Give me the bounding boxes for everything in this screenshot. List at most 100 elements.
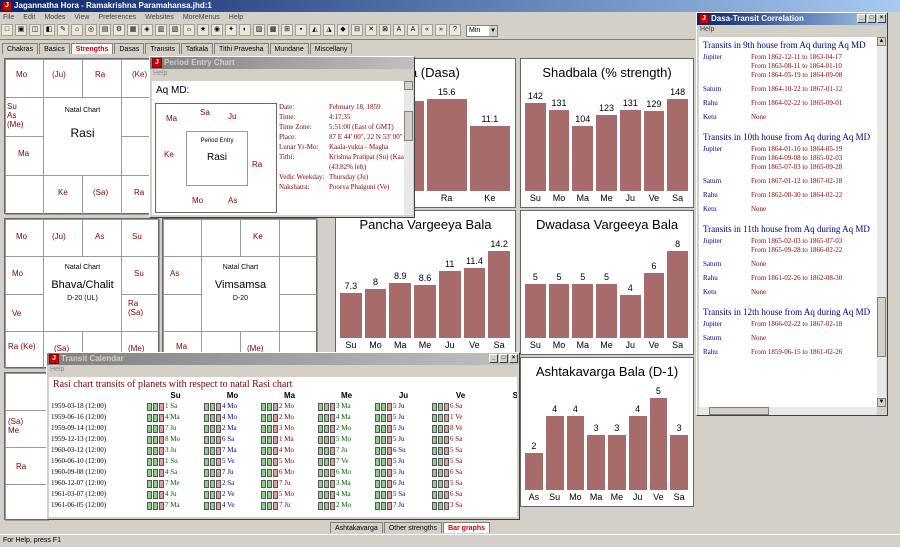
transit-title-bar[interactable]: J Transit Calendar _ □ ×: [47, 353, 519, 365]
toolbar-icon[interactable]: ▤: [99, 24, 111, 36]
toolbar-icon[interactable]: ◉: [211, 24, 223, 36]
dasa-planet: Saturn: [703, 334, 722, 342]
house-cell: Su: [121, 219, 160, 257]
menu-item-edit[interactable]: Edit: [23, 14, 36, 21]
transit-marker-icon: [159, 490, 164, 499]
transit-cell-value: 3 Ju: [165, 446, 177, 454]
toolbar-icon[interactable]: ▦: [127, 24, 139, 36]
toolbar-icon[interactable]: ⊠: [379, 24, 391, 36]
menu-item-moremenus[interactable]: MoreMenus: [182, 14, 220, 21]
toolbar-icon[interactable]: ◈: [141, 24, 153, 36]
toolbar-icon[interactable]: ▧: [169, 24, 181, 36]
tab-tithi-pravesha[interactable]: Tithi Pravesha: [214, 43, 269, 54]
toolbar-icon[interactable]: ◧: [43, 24, 55, 36]
transit-marker-icon: [324, 479, 329, 488]
toolbar-icon[interactable]: ⊞: [281, 24, 293, 36]
dasa-planet: Rahu: [703, 348, 718, 356]
close-button[interactable]: ×: [509, 354, 518, 363]
transit-cell: 6 Mo: [318, 467, 375, 478]
dasa-transit-title-bar[interactable]: J Dasa-Transit Correlation _ □ ×: [697, 13, 887, 25]
tab-miscellany[interactable]: Miscellany: [309, 43, 353, 54]
maximize-button[interactable]: □: [499, 354, 508, 363]
minimize-button[interactable]: _: [489, 354, 498, 363]
menu-item-view[interactable]: View: [74, 14, 90, 21]
toolbar-icon[interactable]: ◆: [337, 24, 349, 36]
tab-chakras[interactable]: Chakras: [2, 43, 39, 54]
dasa-transit-window[interactable]: J Dasa-Transit Correlation _ □ × Help Tran…: [696, 12, 888, 416]
tab-other-strengths[interactable]: Other strengths: [383, 522, 443, 533]
help-menu[interactable]: Help: [50, 366, 65, 373]
zoom-select[interactable]: Min ▼: [466, 25, 498, 37]
period-entry-title-bar[interactable]: J Period Entry Chart: [150, 57, 414, 69]
toolbar-icon[interactable]: A: [407, 24, 419, 36]
transit-cell-value: 5 Sa: [393, 490, 406, 498]
close-button[interactable]: ×: [877, 14, 886, 23]
period-scrollbar[interactable]: [404, 81, 413, 215]
tab-dasas[interactable]: Dasas: [114, 43, 145, 54]
transit-marker-icon: [147, 468, 152, 477]
toolbar-icon[interactable]: ◫: [29, 24, 41, 36]
toolbar-icon[interactable]: ?: [449, 24, 461, 36]
toolbar-icon[interactable]: □: [1, 24, 13, 36]
toolbar-icon[interactable]: A: [393, 24, 405, 36]
toolbar-icon[interactable]: ▥: [155, 24, 167, 36]
tab-strengths[interactable]: Strengths: [70, 43, 114, 54]
tab-bar-graphs[interactable]: Bar graphs: [443, 522, 491, 533]
dasa-vscrollbar[interactable]: ▲ ▼: [877, 37, 886, 407]
menu-item-modes[interactable]: Modes: [44, 14, 66, 21]
toolbar-icon[interactable]: «: [421, 24, 433, 36]
toolbar-icon[interactable]: ◐: [239, 24, 251, 36]
toolbar-icon[interactable]: ★: [197, 24, 209, 36]
tab-ashtakavarga[interactable]: Ashtakavarga: [330, 522, 383, 533]
transit-marker-icon: [267, 490, 272, 499]
menu-item-file[interactable]: File: [3, 14, 15, 21]
menu-item-help[interactable]: Help: [228, 14, 244, 21]
period-info-row: Vedic Weekday: Thursday (Ju): [279, 173, 404, 182]
toolbar-icon[interactable]: ◎: [85, 24, 97, 36]
toolbar-icon[interactable]: ☼: [183, 24, 195, 36]
transit-date: 1960-09-08 (12:00): [51, 468, 107, 476]
period-info-key: Time Zone:: [279, 123, 312, 131]
transit-marker-icon: [273, 424, 278, 433]
dasa-periods: From 1864-02-22 to 1865-09-01: [751, 99, 842, 108]
toolbar-icon[interactable]: ⚙: [113, 24, 125, 36]
transit-planet-header: Sa: [512, 391, 517, 400]
toolbar-icon[interactable]: ⌂: [71, 24, 83, 36]
dasa-planet: Jupiter: [703, 320, 723, 328]
toolbar-icon[interactable]: ✕: [365, 24, 377, 36]
toolbar-icon[interactable]: ▨: [253, 24, 265, 36]
transit-marker-icon: [216, 413, 221, 422]
toolbar-icon[interactable]: ▪: [295, 24, 307, 36]
help-menu[interactable]: Help: [700, 26, 715, 33]
transit-cell: 6 Sa: [204, 434, 261, 445]
toolbar-icon[interactable]: ◮: [323, 24, 335, 36]
bar: [572, 283, 594, 338]
menu-item-websites[interactable]: Websites: [145, 14, 174, 21]
toolbar-icon[interactable]: ✎: [57, 24, 69, 36]
transit-date: 1961-06-05 (12:00): [51, 501, 107, 509]
dasa-hscrollbar[interactable]: [699, 407, 877, 415]
x-tick-label: Mo: [552, 193, 566, 203]
transit-calendar-window[interactable]: J Transit Calendar _ □ × Help Rasi chart t…: [46, 352, 520, 520]
toolbar-icon[interactable]: ◭: [309, 24, 321, 36]
tab-tatkala[interactable]: Tatkala: [180, 43, 214, 54]
period-entry-window[interactable]: J Period Entry Chart Help Aq MD: Period …: [149, 56, 415, 218]
transit-cell-value: 4 Ma: [336, 490, 351, 498]
help-menu[interactable]: Help: [153, 70, 168, 77]
dasa-entry: Saturn None: [703, 260, 873, 269]
bar: [596, 114, 617, 191]
minimize-button[interactable]: _: [857, 14, 866, 23]
maximize-button[interactable]: □: [867, 14, 876, 23]
tab-mundane[interactable]: Mundane: [269, 43, 309, 54]
toolbar-icon[interactable]: »: [435, 24, 447, 36]
toolbar-icon[interactable]: ▩: [267, 24, 279, 36]
toolbar-icon[interactable]: ⊟: [351, 24, 363, 36]
toolbar-icon[interactable]: ▣: [15, 24, 27, 36]
dasa-planet: Jupiter: [703, 237, 723, 245]
bar: [463, 268, 486, 338]
toolbar-icon[interactable]: ✦: [225, 24, 237, 36]
tab-basics[interactable]: Basics: [39, 43, 70, 54]
menu-item-preferences[interactable]: Preferences: [98, 14, 137, 21]
bar-value-label: 123: [598, 102, 615, 113]
tab-transits[interactable]: Transits: [145, 43, 180, 54]
